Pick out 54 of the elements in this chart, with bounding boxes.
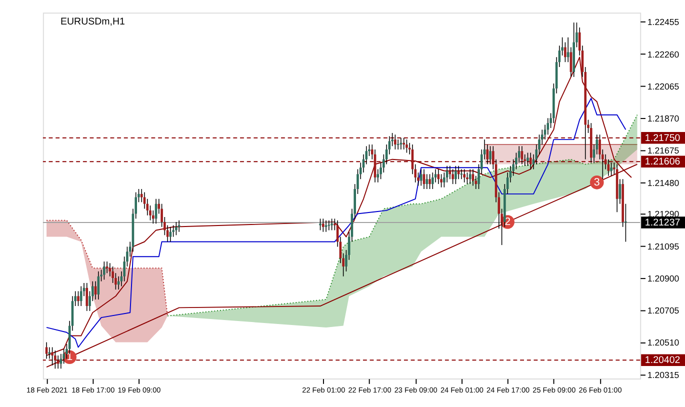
candlestick [468, 168, 472, 184]
candlestick [51, 346, 54, 366]
candlestick [97, 271, 100, 300]
y-tick-label: 1.20705 [647, 306, 680, 316]
y-tick-label: 1.20510 [647, 338, 680, 348]
ref-line-label: 1.21750 [644, 132, 681, 144]
candlestick [62, 348, 65, 364]
y-tick-label: 1.20900 [647, 273, 680, 284]
candlestick [529, 152, 532, 170]
y-tick-label: 1.20315 [647, 370, 680, 380]
candlestick [610, 162, 612, 176]
y-tick-label: 1.22455 [647, 17, 680, 28]
candlestick [454, 166, 457, 184]
chart-title: EURUSDm,H1 [60, 16, 125, 28]
candlestick [172, 224, 174, 238]
candlestick [319, 218, 322, 231]
y-tick-label: 1.21095 [647, 241, 680, 252]
candlestick [394, 134, 396, 150]
candlestick [48, 346, 51, 360]
line-series [46, 220, 168, 316]
candlestick [322, 218, 324, 232]
candlestick [103, 261, 106, 280]
candlestick [406, 139, 408, 154]
candlestick [86, 282, 88, 312]
candlestick [466, 172, 468, 184]
line-series [46, 98, 626, 348]
candlestick [452, 168, 454, 184]
candlestick [489, 146, 492, 165]
candlestick [463, 168, 466, 183]
candlestick [80, 286, 82, 306]
candlestick [526, 152, 529, 166]
ref-line-label: 1.21237 [644, 217, 680, 228]
candlestick [54, 350, 56, 370]
candlestick [175, 222, 178, 236]
annotation: 1 [66, 351, 73, 364]
candlestick [45, 342, 48, 360]
candlestick [330, 218, 333, 231]
candlestick [428, 174, 431, 190]
y-tick-label: 1.22260 [647, 49, 680, 60]
candlestick [472, 168, 474, 186]
candlestick [564, 42, 566, 62]
ref-line-label: 1.21606 [644, 156, 680, 168]
ref-line-label: 1.20402 [644, 355, 680, 366]
candlestick [426, 174, 428, 190]
annotation: 3 [594, 176, 600, 188]
candlestick [402, 138, 405, 150]
candlestick [431, 172, 434, 190]
annotation: 2 [504, 216, 511, 228]
y-tick-label: 1.21480 [647, 178, 680, 188]
candlestick [420, 168, 422, 186]
y-tick-label: 1.21870 [647, 114, 680, 124]
candlestick [77, 290, 80, 306]
y-tick-label: 1.21675 [647, 146, 680, 156]
y-tick-label: 1.22065 [647, 81, 680, 92]
